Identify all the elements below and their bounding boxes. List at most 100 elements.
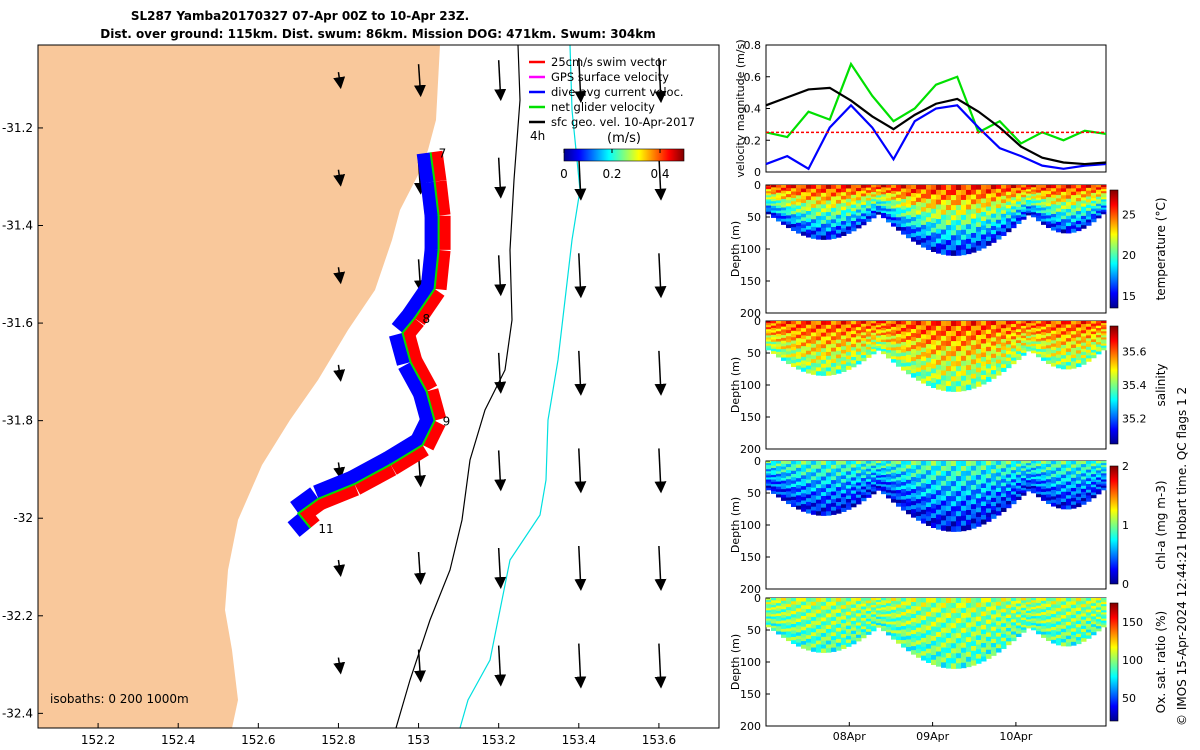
section-cell [981,611,987,617]
section-cell [946,245,952,251]
section-cell [946,461,952,467]
section-cell [1086,196,1092,200]
section-cell [801,335,807,340]
section-cell [926,371,932,377]
section-cell [1096,187,1102,191]
section-cell [1081,604,1087,608]
section-cell [831,185,837,190]
section-cell [1011,467,1017,471]
section-cell [911,333,917,338]
section-cell [1011,631,1017,636]
section-cell [941,360,947,367]
section-cell [881,621,887,625]
section-cell [1041,332,1047,336]
section-cell [906,321,912,326]
section-cell [861,475,867,479]
section-cell [1091,624,1097,628]
section-cell [1091,476,1097,480]
section-cell [1046,604,1052,608]
section-cell [1056,477,1062,482]
section-cell [836,498,842,503]
section-cell [966,510,972,516]
section-cell [816,340,822,345]
section-cell [901,629,907,634]
section-cell [1011,613,1017,617]
section-cell [931,475,937,481]
section-cell [1031,187,1037,191]
section-cell [1056,324,1062,329]
section-cell [881,609,887,613]
depth-tick-label: 0 [754,315,761,328]
section-cell [861,323,867,328]
section-cell [1026,195,1032,199]
section-cell [796,341,802,346]
section-cell [876,331,882,335]
section-cell [1031,602,1037,606]
section-cell [1041,463,1047,468]
section-cell [1061,505,1067,510]
section-cell [826,511,832,516]
section-cell [856,491,862,496]
section-cell [981,325,987,331]
section-cell [856,488,862,493]
section-cell [916,189,922,194]
section-cell [786,209,792,213]
section-cell [1041,199,1047,203]
section-cell [791,227,797,231]
section-cell [1096,201,1102,205]
section-cell [1041,475,1047,479]
section-cell [876,185,882,188]
section-cell [996,644,1002,649]
section-cell [926,362,932,368]
section-cell [791,636,797,641]
section-cell [1041,489,1047,493]
section-cell [1066,324,1072,329]
depth-axis-label: Depth (m) [729,221,742,277]
section-cell [801,328,807,333]
section-cell [981,638,987,644]
section-cell [821,235,827,240]
section-cell [1026,327,1032,331]
section-cell [991,510,997,515]
section-cell [821,348,827,353]
section-cell [991,485,997,491]
section-cell [796,219,802,224]
section-cell [966,370,972,376]
section-cell [1086,461,1092,465]
section-cell [796,212,802,217]
section-cell [921,624,927,630]
section-cell [861,326,867,331]
section-cell [851,363,857,368]
section-cell [941,637,947,644]
section-cell [806,646,812,651]
section-cell [811,207,817,213]
section-cell [976,339,982,345]
section-cell [816,185,822,190]
section-cell [1061,215,1067,220]
section-cell [881,327,887,331]
section-cell [1091,195,1097,199]
section-cell [981,519,987,525]
section-cell [856,619,862,624]
velocity-y-tick-label: 0.8 [744,39,762,52]
section-cell [846,467,852,472]
section-cell [1036,491,1042,495]
section-cell [981,620,987,626]
section-cell [886,321,892,325]
section-cell [841,339,847,344]
section-cell [1026,348,1032,352]
section-cell [901,185,907,190]
section-cell [851,500,857,505]
section-cell [1076,363,1082,368]
section-cell [826,219,832,225]
section-cell [791,620,797,625]
section-cell [1066,348,1072,353]
section-cell [916,623,922,629]
section-cell [876,486,882,489]
section-cell [776,463,782,467]
section-cell [866,213,872,217]
section-cell [916,619,922,624]
section-cell [771,484,777,487]
section-cell [1091,349,1097,353]
section-cell [1056,357,1062,362]
